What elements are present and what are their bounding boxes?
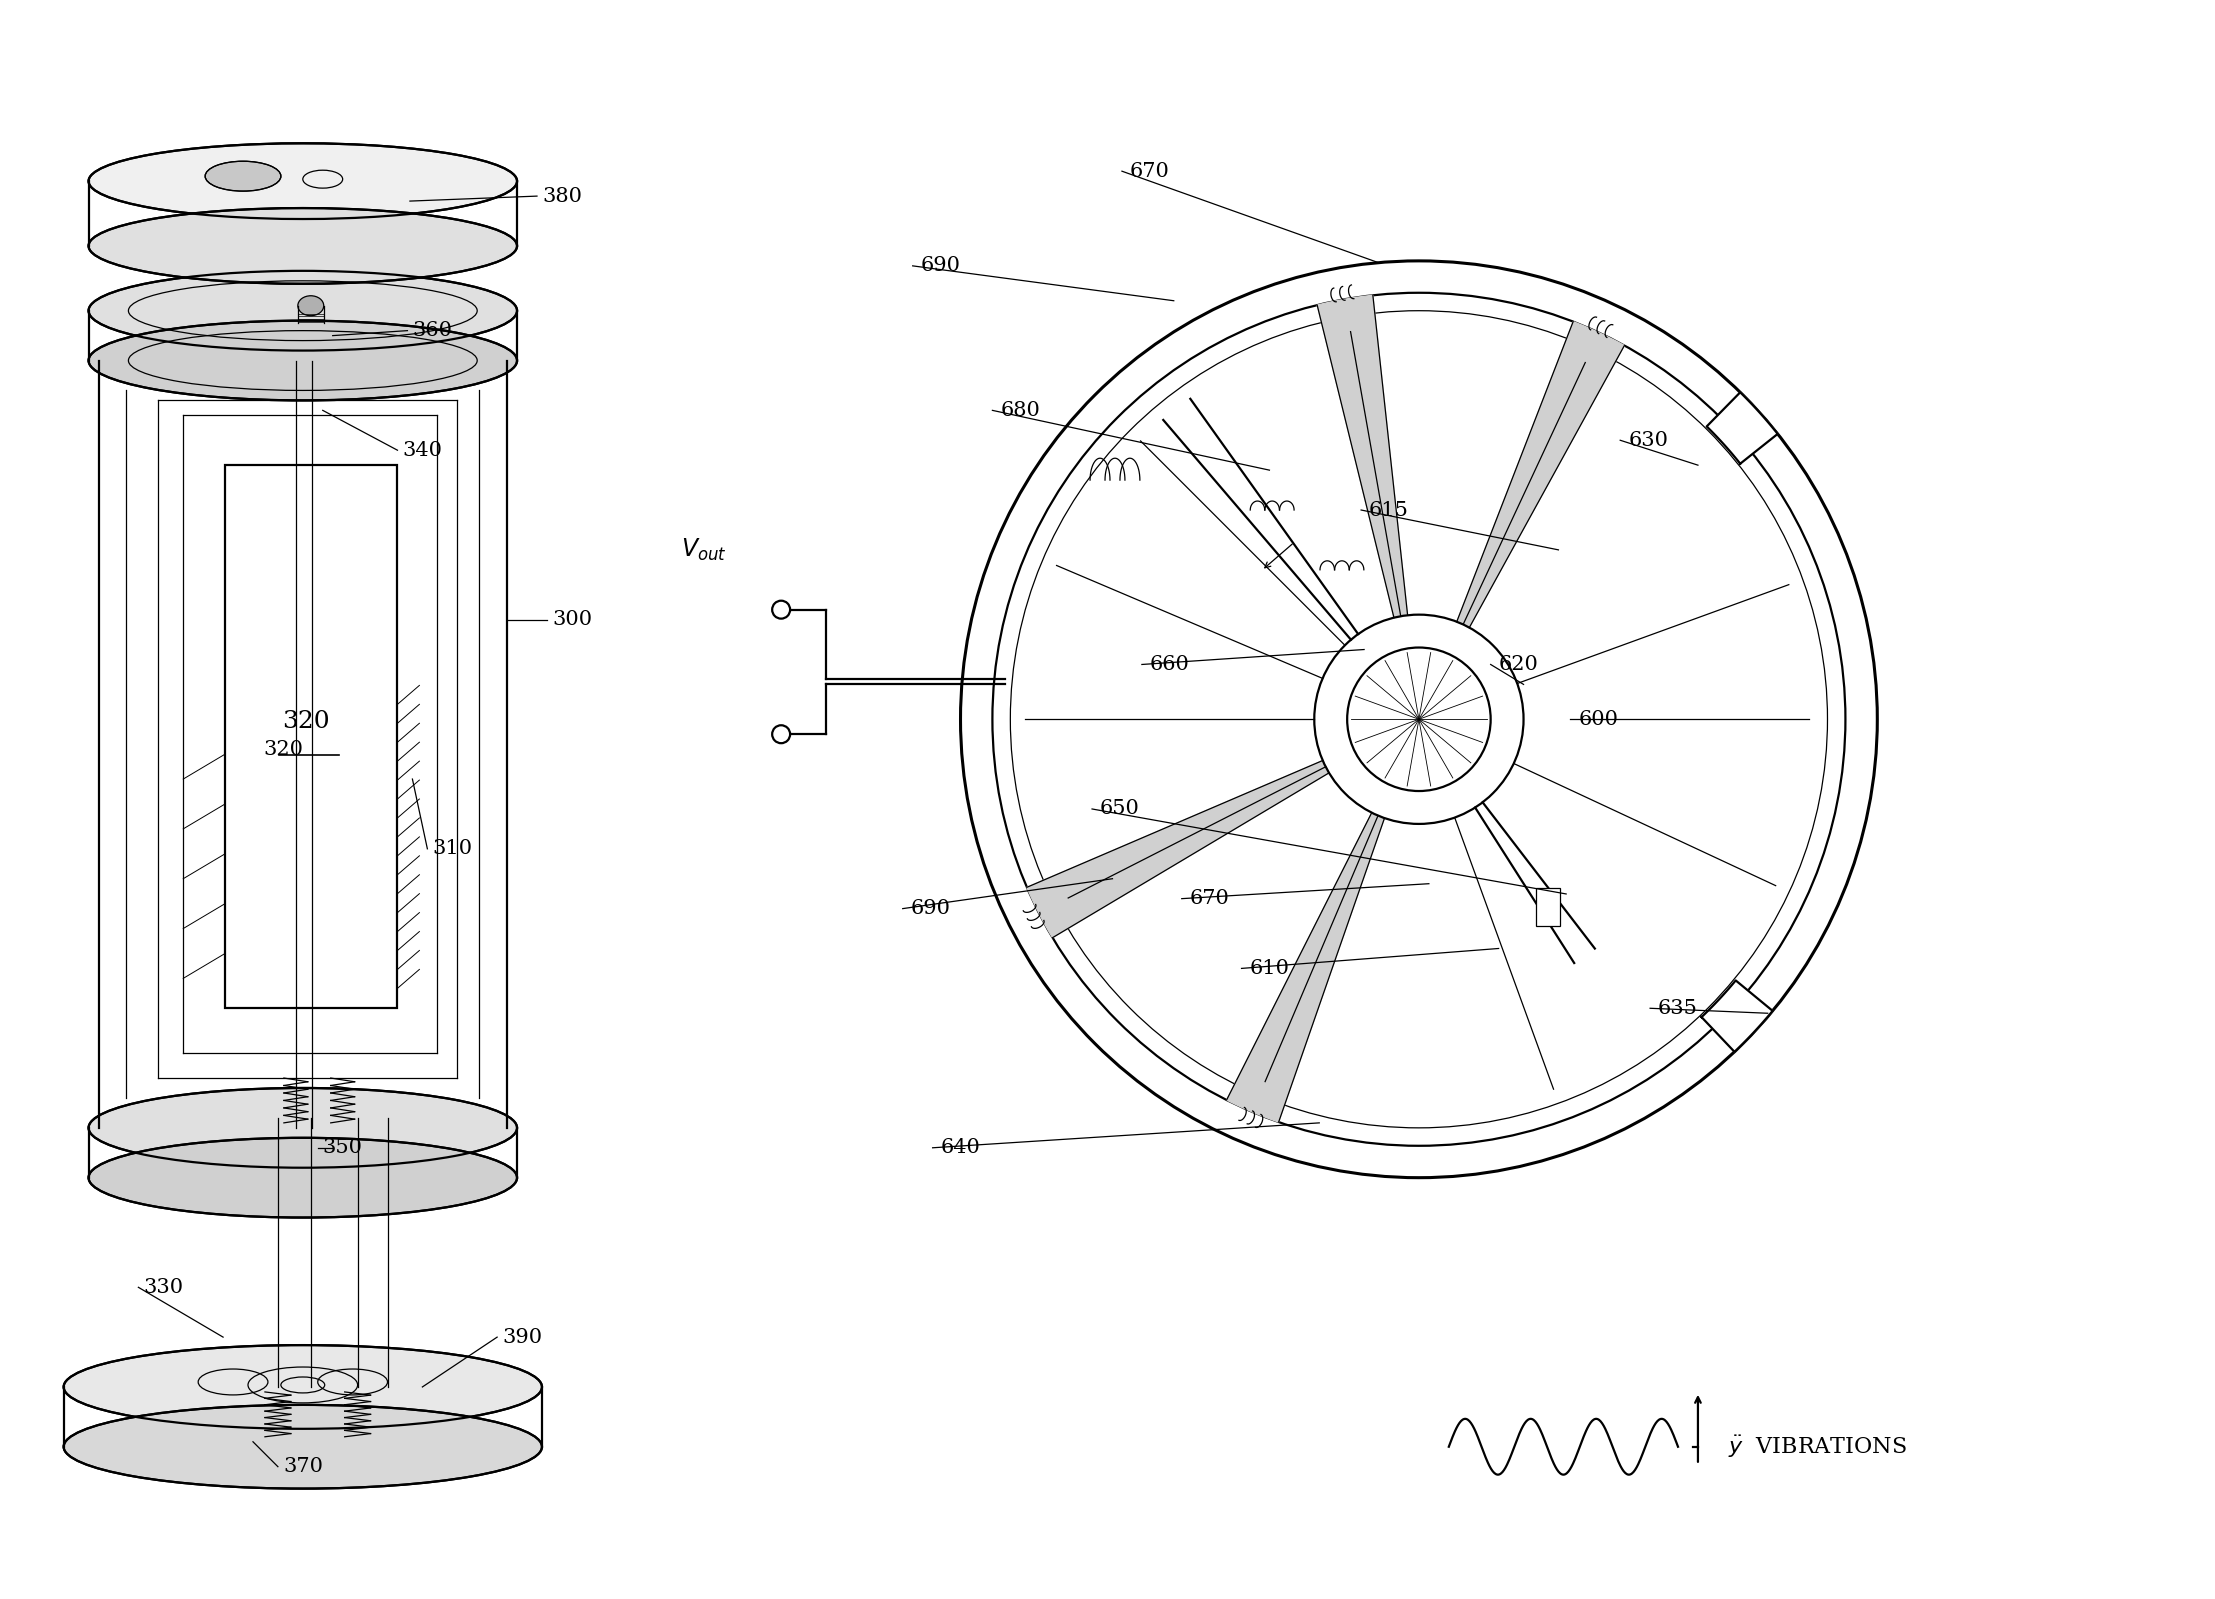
Ellipse shape — [64, 1345, 543, 1430]
Text: 300: 300 — [552, 611, 591, 628]
Circle shape — [773, 601, 791, 619]
Text: 670: 670 — [1130, 161, 1170, 181]
Circle shape — [773, 726, 791, 744]
Text: 650: 650 — [1101, 800, 1141, 819]
Ellipse shape — [89, 270, 516, 350]
Text: 340: 340 — [403, 441, 443, 461]
Polygon shape — [1227, 812, 1384, 1122]
Ellipse shape — [89, 1138, 516, 1217]
Polygon shape — [1457, 321, 1624, 627]
Text: 370: 370 — [284, 1457, 323, 1476]
Text: 360: 360 — [412, 321, 452, 341]
Text: 630: 630 — [1628, 430, 1668, 449]
Text: 660: 660 — [1150, 656, 1189, 673]
Text: $V_{out}$: $V_{out}$ — [682, 537, 727, 563]
Text: 670: 670 — [1189, 889, 1229, 908]
Text: 350: 350 — [323, 1138, 363, 1158]
FancyBboxPatch shape — [226, 465, 396, 1009]
Polygon shape — [1701, 980, 1772, 1052]
Text: 690: 690 — [910, 899, 950, 918]
Polygon shape — [1318, 296, 1407, 617]
Text: 320: 320 — [264, 740, 303, 758]
FancyBboxPatch shape — [1537, 887, 1559, 926]
Polygon shape — [1028, 761, 1329, 937]
Text: 620: 620 — [1500, 656, 1539, 673]
Polygon shape — [1708, 392, 1779, 464]
Text: 615: 615 — [1369, 500, 1409, 520]
Text: 380: 380 — [543, 187, 583, 206]
Text: 690: 690 — [921, 256, 961, 275]
Text: 610: 610 — [1249, 959, 1289, 979]
Text: 640: 640 — [941, 1138, 981, 1158]
Text: 330: 330 — [144, 1278, 184, 1297]
Text: $\ddot{y}$  VIBRATIONS: $\ddot{y}$ VIBRATIONS — [1728, 1434, 1907, 1460]
Ellipse shape — [64, 1406, 543, 1489]
Ellipse shape — [89, 144, 516, 219]
Text: 635: 635 — [1659, 999, 1699, 1019]
Circle shape — [1347, 648, 1491, 792]
Text: 600: 600 — [1579, 710, 1619, 729]
Ellipse shape — [89, 208, 516, 283]
Text: 310: 310 — [432, 839, 472, 859]
Text: 390: 390 — [503, 1327, 543, 1346]
Text: 680: 680 — [1001, 401, 1041, 421]
Ellipse shape — [89, 321, 516, 400]
Ellipse shape — [89, 1087, 516, 1167]
Ellipse shape — [297, 296, 323, 315]
Text: 320: 320 — [284, 710, 330, 734]
Ellipse shape — [206, 161, 281, 192]
